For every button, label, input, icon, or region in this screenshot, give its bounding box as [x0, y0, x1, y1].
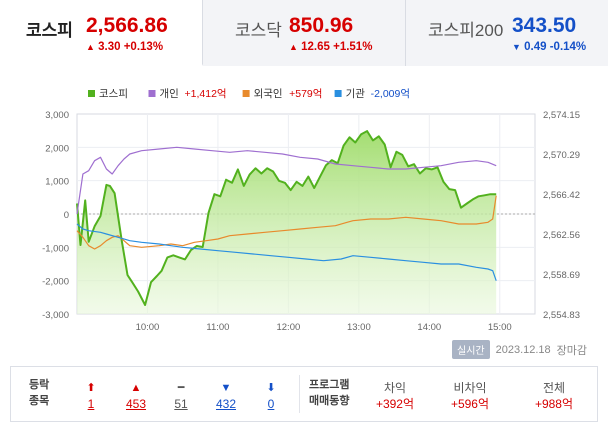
series-line-kospi — [76, 130, 497, 306]
series-line-foreign — [76, 195, 497, 250]
legend-kospi-label: 코스피 — [99, 88, 128, 100]
legend-institution-swatch — [334, 90, 342, 97]
tab-kosdaq-name: 코스닥 — [235, 21, 282, 40]
tab-kospi-name: 코스피 — [26, 21, 73, 40]
legend-foreign-swatch — [242, 90, 250, 97]
breadth-rising[interactable]: ▲ 453 — [118, 381, 154, 413]
breadth-falling[interactable]: ▼ 432 — [208, 381, 244, 413]
y-left-tick-label: 0 — [64, 210, 69, 221]
timestamp: 실시간 2023.12.18 장마감 — [452, 340, 587, 359]
legend-institution-value: -2,009억 — [371, 88, 410, 100]
y-left-tick-label: -1,000 — [42, 243, 69, 254]
legend-foreign-value: +579억 — [289, 88, 322, 100]
y-left-tick-label: -3,000 — [42, 310, 69, 321]
index-tabs: 코스피 2,566.86 ▲ 3.30 +0.13% 코스닥 850.96 ▲ … — [0, 0, 608, 66]
tab-kospi200-change: ▼ 0.49 -0.14% — [512, 41, 587, 53]
limit-up-arrow-icon: ⬆ — [86, 382, 96, 394]
up-triangle-icon: ▲ — [130, 382, 142, 394]
intraday-chart[interactable]: 3,000 2,000 1,000 0 -1,000 -2,000 -3,000 2,574.… — [0, 66, 608, 362]
y-right-tick-label: 2,566.42 — [543, 190, 580, 201]
tab-kospi200[interactable]: 코스피200 343.50 ▼ 0.49 -0.14% — [406, 0, 608, 66]
x-tick-label: 12:00 — [276, 322, 300, 333]
market-status: 장마감 — [556, 344, 588, 357]
breadth-unchanged[interactable]: ━ 51 — [163, 381, 199, 413]
program-non-arbitrage: 비차익 +596억 — [450, 381, 490, 411]
y-left-tick-label: 1,000 — [45, 177, 69, 188]
y-right-tick-label: 2,570.29 — [543, 150, 580, 161]
timestamp-date: 2023.12.18 — [495, 343, 551, 356]
series-area-kospi — [77, 131, 497, 314]
program-total: 전체 +988억 — [534, 381, 574, 411]
flat-dash-icon: ━ — [177, 382, 185, 394]
summary-divider — [299, 375, 300, 413]
breadth-upper-limit[interactable]: ⬆ 1 — [73, 381, 109, 413]
tab-kospi200-value: 343.50 — [512, 14, 577, 37]
market-summary: 등락 종목 ⬆ 1 ▲ 453 ━ 51 ▼ 432 ⬇ 0 프로그램 매매동향… — [10, 366, 598, 422]
limit-down-arrow-icon: ⬇ — [266, 382, 276, 394]
tab-kospi-change: ▲ 3.30 +0.13% — [86, 41, 164, 53]
tab-kospi200-name: 코스피200 — [428, 21, 504, 40]
y-right-tick-label: 2,554.83 — [543, 310, 580, 321]
tab-kospi-value: 2,566.86 — [86, 14, 168, 37]
x-tick-label: 14:00 — [417, 322, 441, 333]
legend-kospi-swatch — [88, 90, 95, 97]
program-label: 프로그램 매매동향 — [309, 379, 350, 407]
down-arrow-icon: ▼ — [512, 42, 521, 52]
breadth-label: 등락 종목 — [29, 379, 50, 407]
x-tick-label: 10:00 — [136, 322, 160, 333]
up-arrow-icon: ▲ — [86, 42, 95, 52]
program-arbitrage: 차익 +392억 — [375, 381, 415, 411]
breadth-lower-limit[interactable]: ⬇ 0 — [253, 381, 289, 413]
legend-individual-value: +1,412억 — [185, 88, 227, 100]
y-right-tick-label: 2,562.56 — [543, 230, 580, 241]
y-right-tick-label: 2,574.15 — [543, 110, 580, 121]
down-triangle-icon: ▼ — [220, 382, 232, 394]
legend-individual-label: 개인 — [160, 88, 179, 100]
y-left-tick-label: 2,000 — [45, 143, 69, 154]
y-right-tick-label: 2,558.69 — [543, 270, 580, 281]
x-tick-label: 13:00 — [347, 322, 371, 333]
tab-kospi[interactable]: 코스피 2,566.86 ▲ 3.30 +0.13% — [0, 0, 203, 66]
legend-institution-label: 기관 — [346, 88, 366, 100]
x-tick-label: 11:00 — [206, 322, 229, 333]
legend-individual-swatch — [148, 90, 156, 97]
series-line-institution — [76, 223, 497, 281]
y-left-tick-label: 3,000 — [45, 110, 69, 121]
realtime-badge: 실시간 — [452, 340, 490, 359]
series-line-individual — [76, 146, 497, 215]
tab-kosdaq-change: ▲ 12.65 +1.51% — [289, 41, 373, 53]
tab-kosdaq[interactable]: 코스닥 850.96 ▲ 12.65 +1.51% — [203, 0, 406, 66]
up-arrow-icon: ▲ — [289, 42, 298, 52]
y-left-tick-label: -2,000 — [42, 277, 69, 288]
legend-foreign-label: 외국인 — [254, 88, 283, 100]
tab-kosdaq-value: 850.96 — [289, 14, 354, 37]
x-tick-label: 15:00 — [488, 322, 512, 333]
